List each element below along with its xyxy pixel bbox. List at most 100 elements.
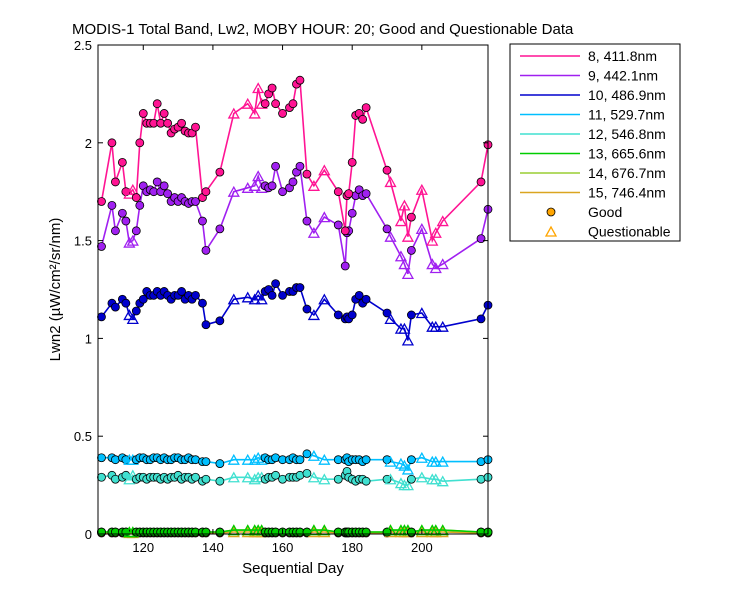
- good-point: [107, 200, 117, 210]
- questionable-point: [415, 524, 428, 536]
- legend-label: 13, 665.6nm: [588, 146, 666, 162]
- good-point: [135, 138, 145, 148]
- legend-label: 15, 746.4nm: [588, 185, 666, 201]
- good-point: [215, 167, 225, 177]
- good-point: [131, 193, 141, 202]
- good-point: [198, 298, 207, 308]
- good-point: [271, 470, 280, 480]
- y-tick-label: 0: [85, 527, 92, 542]
- x-tick-label: 180: [341, 540, 363, 555]
- good-point: [302, 169, 312, 179]
- legend-box: [509, 43, 681, 242]
- good-point: [302, 468, 312, 478]
- y-tick-label: 0.5: [74, 429, 92, 444]
- good-point: [159, 109, 169, 118]
- questionable-point: [415, 223, 428, 235]
- good-point: [215, 459, 225, 468]
- good-point: [333, 310, 343, 320]
- questionable-point: [429, 526, 442, 538]
- legend-label: 10, 486.9nm: [588, 87, 666, 103]
- good-point: [201, 245, 211, 255]
- x-axis: 120 140 160 180 200: [132, 45, 433, 555]
- good-point: [111, 302, 120, 312]
- questionable-point: [227, 524, 240, 536]
- questionable-point: [415, 183, 428, 195]
- good-point: [295, 75, 305, 85]
- questionable-point: [436, 215, 449, 227]
- questionable-point: [384, 455, 397, 467]
- x-tick-label: 200: [411, 540, 433, 555]
- good-point: [340, 226, 350, 236]
- questionable-point: [241, 471, 254, 483]
- legend-label: Questionable: [588, 224, 671, 240]
- series-layer: [97, 75, 493, 539]
- questionable-point: [241, 181, 254, 193]
- good-point: [107, 138, 117, 148]
- y-tick-label: 2: [85, 136, 92, 151]
- good-point: [302, 449, 312, 459]
- questionable-point: [384, 313, 397, 324]
- questionable-point: [318, 526, 331, 538]
- good-point: [406, 310, 416, 320]
- questionable-point: [436, 455, 449, 467]
- good-point: [382, 224, 392, 234]
- questionable-point: [415, 526, 428, 538]
- good-point: [177, 287, 186, 296]
- good-point: [278, 187, 287, 197]
- good-point: [177, 118, 186, 128]
- legend: 8, 411.8nm 9, 442.1nm 10, 486.9nm 11, 529.7…: [509, 43, 681, 242]
- good-point: [121, 216, 131, 226]
- good-point: [361, 476, 371, 486]
- y-tick-label: 1.5: [74, 234, 92, 249]
- questionable-point: [436, 320, 449, 332]
- plot-frame: [97, 44, 489, 535]
- good-point: [267, 83, 277, 93]
- good-point: [215, 527, 225, 537]
- x-tick-label: 120: [132, 540, 154, 555]
- good-point: [302, 304, 312, 314]
- good-point: [361, 455, 371, 465]
- questionable-point: [123, 236, 136, 248]
- questionable-point: [401, 479, 415, 491]
- questionable-point: [227, 185, 240, 197]
- good-point: [406, 245, 416, 255]
- legend-marker-item: Questionable: [544, 224, 671, 240]
- x-tick-label: 140: [202, 540, 224, 555]
- questionable-point: [384, 176, 397, 188]
- good-point: [163, 189, 173, 199]
- series-0: [97, 75, 493, 246]
- questionable-point: [241, 453, 254, 465]
- good-point: [333, 474, 343, 484]
- series-1: [97, 161, 493, 280]
- good-point: [215, 316, 225, 326]
- good-point: [117, 157, 127, 167]
- good-point: [97, 472, 106, 482]
- legend-item: 14, 676.7nm: [520, 165, 666, 181]
- legend-label: Good: [588, 204, 622, 220]
- questionable-point: [307, 526, 320, 538]
- questionable-point: [227, 293, 240, 305]
- good-point: [382, 308, 392, 318]
- questionable-point: [227, 471, 240, 483]
- good-point: [159, 181, 169, 191]
- questionable-point: [248, 473, 261, 485]
- legend-label: 12, 546.8nm: [588, 126, 666, 142]
- good-point: [476, 314, 486, 324]
- questionable-point: [398, 322, 411, 334]
- good-point: [267, 290, 277, 300]
- y-axis-label: Lwn2 (µW/cm²/sr/nm): [47, 218, 64, 362]
- good-point: [131, 306, 141, 316]
- questionable-point: [318, 164, 331, 176]
- questionable-point: [241, 524, 254, 536]
- questionable-point: [252, 82, 265, 94]
- good-point: [406, 212, 416, 222]
- good-point: [138, 294, 148, 304]
- questionable-point: [252, 170, 265, 182]
- good-point: [152, 177, 162, 187]
- questionable-point: [227, 453, 240, 465]
- y-tick-label: 1: [85, 331, 92, 346]
- good-point: [476, 234, 486, 244]
- questionable-point: [318, 453, 331, 465]
- good-point: [117, 208, 127, 218]
- good-point: [201, 187, 211, 197]
